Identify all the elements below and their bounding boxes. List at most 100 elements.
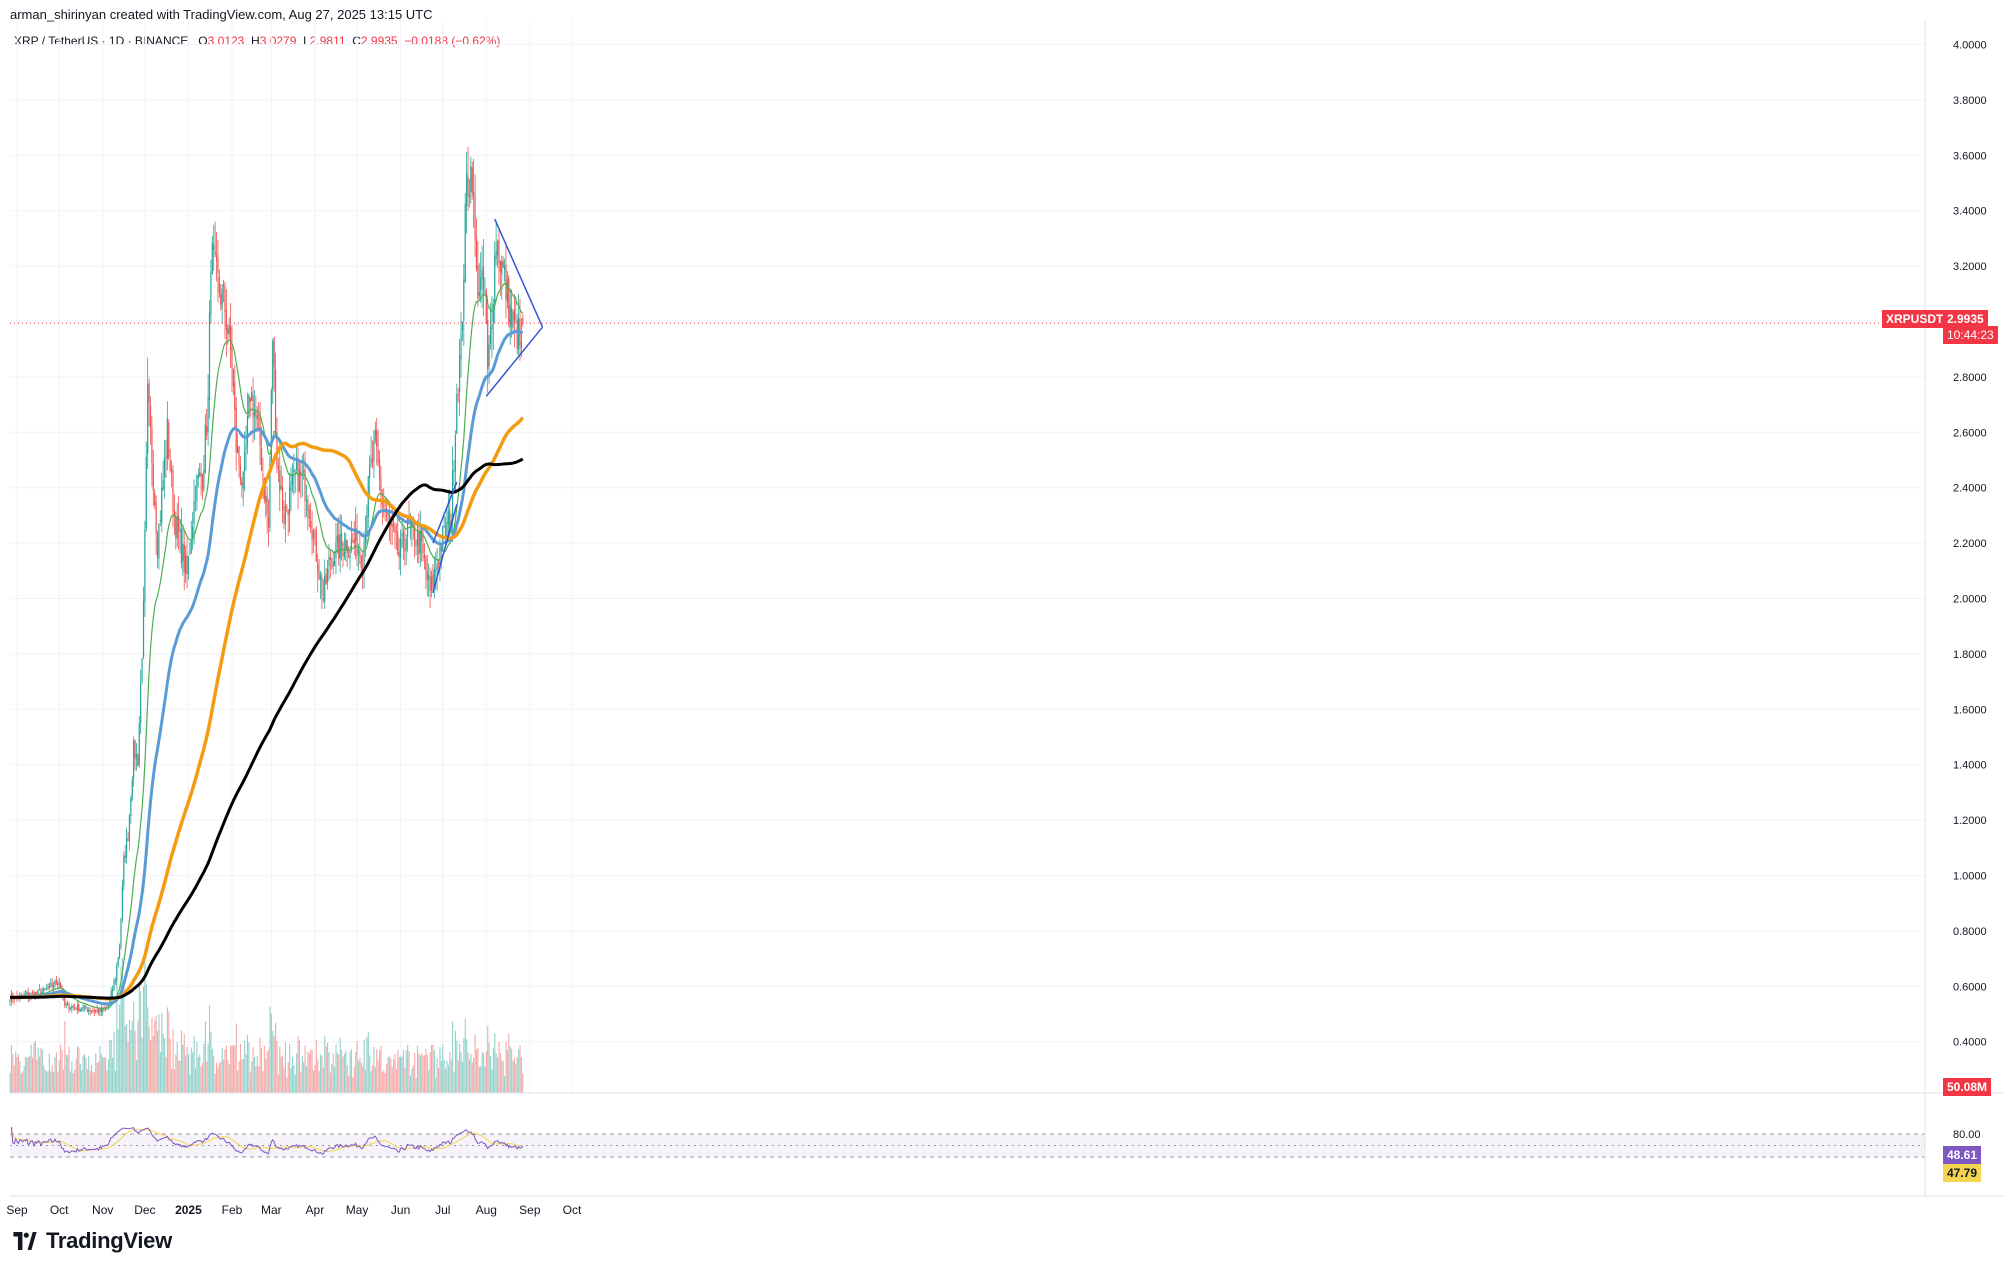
rsi-ma-line (10, 1127, 523, 1152)
candle-body (421, 528, 423, 542)
candle-body (30, 992, 32, 997)
volume-bar (230, 1045, 232, 1093)
tradingview-brand[interactable]: TradingView (10, 1228, 172, 1254)
volume-bar (506, 1050, 508, 1093)
y-tick-label: 3.8000 (1953, 95, 1987, 107)
volume-bar (277, 1074, 279, 1093)
candle-body (432, 574, 434, 588)
trendline-drawings[interactable] (432, 218, 544, 594)
candle-body (339, 534, 341, 559)
rising-wedge-upper-line (432, 481, 458, 544)
volume-bar (342, 1056, 344, 1093)
candle-body (92, 1010, 94, 1012)
candle-body (333, 560, 336, 567)
candle-body (498, 239, 500, 264)
candle-body (411, 519, 413, 529)
x-tick-label: Nov (92, 1203, 113, 1217)
volume-bar (64, 1021, 66, 1093)
volume-bar (128, 1019, 131, 1093)
candle-body (466, 173, 468, 207)
candle-body (148, 382, 150, 403)
volume-bar (311, 1050, 313, 1093)
volume-bar (364, 1069, 367, 1093)
candle-body (107, 1005, 109, 1007)
volume-bar (103, 1057, 105, 1093)
volume-bar (366, 1037, 368, 1093)
candle-body (318, 571, 320, 580)
volume-bar (502, 1061, 504, 1093)
volume-bar (123, 987, 125, 1093)
volume-bar (169, 1038, 171, 1093)
volume-bar (324, 1036, 326, 1093)
candle-body (512, 312, 514, 328)
volume-bar (210, 1031, 212, 1093)
candle-body (492, 304, 494, 322)
x-tick-label: Oct (563, 1203, 582, 1217)
candle-body (173, 509, 175, 516)
volume-bar (303, 1061, 305, 1093)
candle-body (124, 854, 126, 859)
volume-bar (445, 1068, 447, 1093)
volume-bar (158, 1014, 160, 1093)
candle-body (154, 493, 156, 506)
candle-body (170, 468, 173, 472)
volume-bar (237, 1070, 239, 1093)
candle-body (425, 557, 427, 571)
volume-bar (162, 1033, 164, 1093)
volume-bar (48, 1053, 50, 1093)
volume-bar (452, 1021, 454, 1093)
volume-bar (105, 1057, 107, 1093)
volume-bar (44, 1069, 46, 1093)
candle-body (510, 307, 513, 326)
candle-body (52, 986, 55, 987)
candle-body (137, 755, 139, 767)
candle-body (51, 983, 53, 987)
candle-body (284, 505, 286, 525)
volume-bar (223, 1059, 225, 1093)
volume-bar (362, 1066, 364, 1093)
volume-bar (348, 1075, 350, 1093)
candle-body (50, 983, 52, 985)
candle-body (127, 838, 129, 841)
volume-bar (294, 1074, 296, 1093)
volume-bar (320, 1054, 322, 1093)
volume-bar (82, 1055, 84, 1093)
candle-body (395, 531, 397, 533)
candle-body (183, 543, 185, 572)
volume-bar (464, 1018, 466, 1093)
candle-body (273, 337, 275, 368)
volume-bar (24, 1056, 27, 1093)
candle-body (363, 542, 365, 573)
volume-bar (380, 1045, 382, 1093)
candle-body (180, 528, 183, 564)
candle-body (376, 430, 378, 447)
candle-body (162, 480, 164, 491)
candle-body (79, 1009, 81, 1012)
candle-body (89, 1009, 91, 1012)
volume-bar (401, 1056, 403, 1093)
x-tick-label: 2025 (175, 1203, 202, 1217)
volume-bar (325, 1046, 327, 1093)
candle-body (252, 395, 254, 419)
volume-bar (312, 1070, 315, 1093)
volume-bar (276, 1040, 278, 1093)
volume-bar (57, 1072, 59, 1093)
volume-bar (478, 1066, 480, 1093)
volume-bar (379, 1050, 381, 1093)
volume-bar (298, 1040, 301, 1093)
candle-body (287, 510, 289, 516)
volume-bar (381, 1071, 383, 1093)
volume-bar (10, 1045, 13, 1093)
candle-body (238, 446, 240, 466)
y-tick-label: 4.0000 (1953, 40, 1987, 52)
candle-body (169, 461, 171, 470)
x-tick-label: Aug (476, 1203, 497, 1217)
candle-body (494, 256, 496, 305)
volume-bar (180, 1030, 183, 1093)
candle-body (76, 1004, 79, 1010)
volume-bar (336, 1052, 338, 1093)
y-tick-label: 2.4000 (1953, 483, 1987, 495)
volume-bar (214, 1073, 216, 1093)
candle-body (96, 1009, 98, 1011)
